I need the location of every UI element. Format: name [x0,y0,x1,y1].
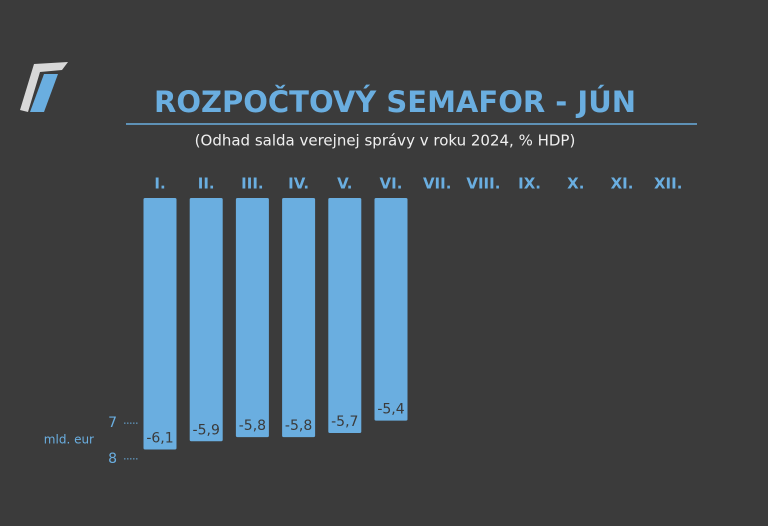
x-tick-label: X. [567,175,584,193]
x-tick-label: XII. [654,175,682,193]
value-label: -5,8 [239,418,266,434]
bar [328,198,362,434]
x-tick-label: V. [337,175,352,193]
value-label: -5,8 [285,418,312,434]
bar [189,198,223,442]
bar [235,198,269,438]
value-label: -5,7 [331,414,358,430]
x-tick-label: VIII. [466,175,500,193]
bar [143,198,177,450]
x-tick-label: XI. [611,175,634,193]
x-tick-label: IX. [518,175,541,193]
x-tick-label: IV. [288,175,309,193]
value-label: -5,9 [193,422,220,438]
x-tick-label: II. [198,175,215,193]
x-tick-label: VII. [423,175,451,193]
value-label: -6,1 [146,431,173,447]
chart-title: ROZPOČTOVÝ SEMAFOR - JÚN [154,85,636,119]
y2-tick-label: 8 [108,451,117,467]
chart-subtitle: (Odhad salda verejnej správy v roku 2024… [195,132,576,150]
value-label: -5,4 [377,402,404,418]
x-tick-label: I. [154,175,165,193]
logo [20,62,68,112]
y2-tick-label: 7 [108,415,117,431]
x-tick-label: VI. [380,175,403,193]
y2-axis-label: mld. eur [44,433,94,447]
bar [374,198,408,421]
bar [282,198,316,438]
x-tick-label: III. [241,175,263,193]
